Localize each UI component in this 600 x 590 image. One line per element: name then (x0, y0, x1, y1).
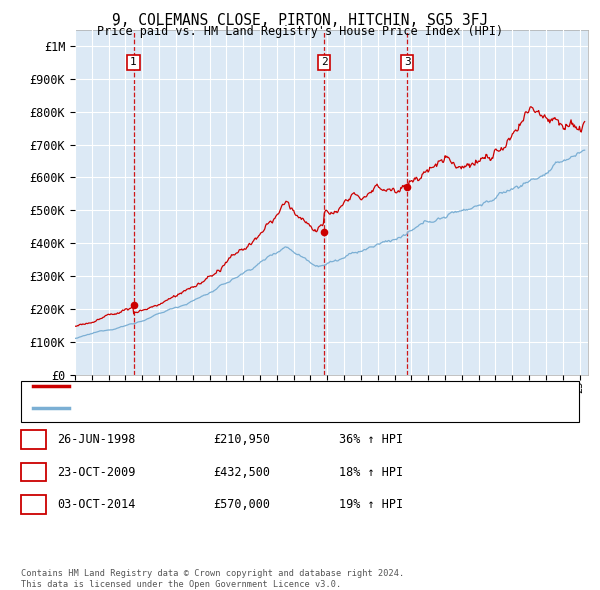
Text: Price paid vs. HM Land Registry's House Price Index (HPI): Price paid vs. HM Land Registry's House … (97, 25, 503, 38)
Text: £210,950: £210,950 (213, 433, 270, 446)
Text: 9, COLEMANS CLOSE, PIRTON, HITCHIN, SG5 3FJ (detached house): 9, COLEMANS CLOSE, PIRTON, HITCHIN, SG5 … (75, 382, 465, 391)
Text: 2: 2 (30, 466, 37, 478)
Text: 18% ↑ HPI: 18% ↑ HPI (339, 466, 403, 478)
Text: 23-OCT-2009: 23-OCT-2009 (57, 466, 136, 478)
Text: HPI: Average price, detached house, North Hertfordshire: HPI: Average price, detached house, Nort… (75, 404, 433, 413)
Text: 19% ↑ HPI: 19% ↑ HPI (339, 498, 403, 511)
Text: 9, COLEMANS CLOSE, PIRTON, HITCHIN, SG5 3FJ: 9, COLEMANS CLOSE, PIRTON, HITCHIN, SG5 … (112, 13, 488, 28)
Text: £570,000: £570,000 (213, 498, 270, 511)
Text: 26-JUN-1998: 26-JUN-1998 (57, 433, 136, 446)
Text: Contains HM Land Registry data © Crown copyright and database right 2024.: Contains HM Land Registry data © Crown c… (21, 569, 404, 578)
Text: 3: 3 (404, 57, 410, 67)
Text: £432,500: £432,500 (213, 466, 270, 478)
Text: 03-OCT-2014: 03-OCT-2014 (57, 498, 136, 511)
Text: 1: 1 (130, 57, 137, 67)
Text: 3: 3 (30, 498, 37, 511)
Text: 1: 1 (30, 433, 37, 446)
Text: 2: 2 (321, 57, 328, 67)
Text: 36% ↑ HPI: 36% ↑ HPI (339, 433, 403, 446)
Text: This data is licensed under the Open Government Licence v3.0.: This data is licensed under the Open Gov… (21, 579, 341, 589)
